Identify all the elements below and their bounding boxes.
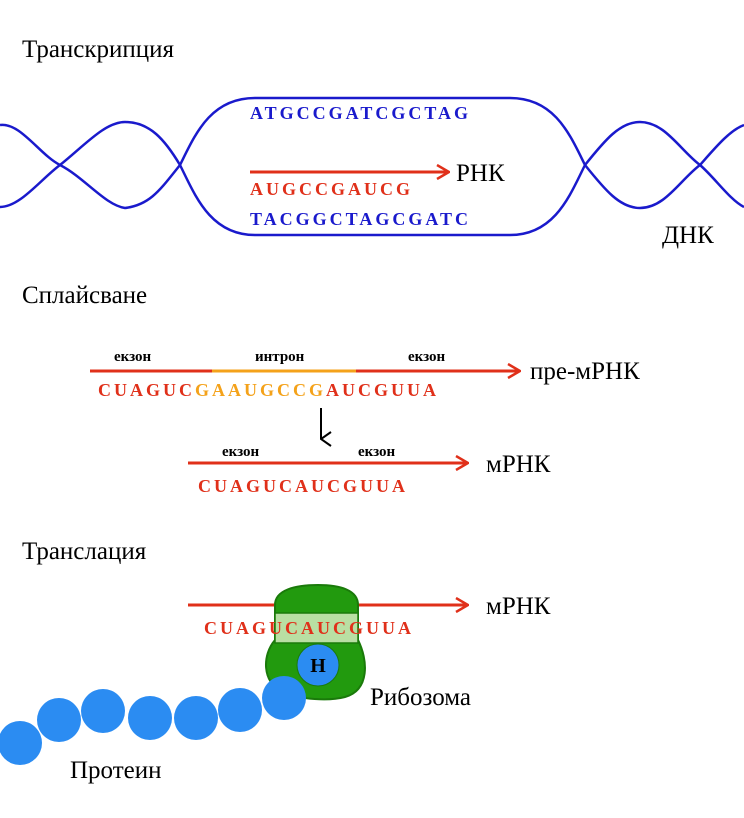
pre-mrna-exon2-label: екзон [408, 349, 446, 365]
pre-mrna-sequence: CUAGUCGAAUGCCGAUCGUUA [98, 380, 439, 400]
ribosome-label: Рибозома [370, 684, 471, 711]
pre-mrna-intron-sequence: GAAUGCCG [195, 380, 326, 400]
protein-label: Протеин [70, 757, 162, 784]
translation-seq-right: GUUA [349, 618, 414, 638]
splicing-title: Сплайсване [22, 282, 147, 309]
amino-acid [81, 689, 125, 733]
translation-mrna-label: мРНК [486, 593, 551, 620]
mrna-exon1-label: екзон [222, 444, 260, 460]
amino-acid [218, 688, 262, 732]
dna-label: ДНК [662, 222, 714, 249]
trna-amino-acid [296, 643, 340, 687]
trna-letter: H [310, 655, 326, 677]
rna-sequence: AUGCCGAUCG [250, 179, 413, 199]
translation-title: Транслация [22, 538, 147, 565]
dna-top-strand-sequence: ATGCCGATCGCTAG [250, 103, 471, 123]
amino-acid [0, 721, 42, 765]
translation-mrna-sequence: CUAGUCAUCGUUA [204, 618, 414, 638]
dna-double-helix [0, 96, 744, 237]
amino-acid [174, 696, 218, 740]
pre-mrna-exon1-sequence: CUAGUC [98, 380, 195, 400]
pre-mrna-label: пре-мРНК [530, 358, 640, 385]
translation-seq-middle: UCAUC [269, 618, 349, 638]
mrna-label: мРНК [486, 451, 551, 478]
amino-acid [37, 698, 81, 742]
ribosome-mrna-channel [274, 612, 359, 644]
amino-acid [128, 696, 172, 740]
dna-bottom-strand-sequence: TACGGCTAGCGATC [250, 209, 471, 229]
pre-mrna-exon1-label: екзон [114, 349, 152, 365]
mrna-sequence: CUAGUCAUCGUUA [198, 476, 408, 496]
rna-label: РНК [456, 160, 505, 187]
ribosome [264, 583, 366, 701]
transcription-title: Транскрипция [22, 36, 175, 63]
pre-mrna-exon2-sequence: AUCGUUA [326, 380, 439, 400]
protein-chain [0, 688, 262, 765]
amino-acid-attached [262, 676, 306, 720]
translation-seq-left: CUAG [204, 618, 269, 638]
mrna-exon2-label: екзон [358, 444, 396, 460]
pre-mrna-intron-label: интрон [255, 349, 305, 365]
